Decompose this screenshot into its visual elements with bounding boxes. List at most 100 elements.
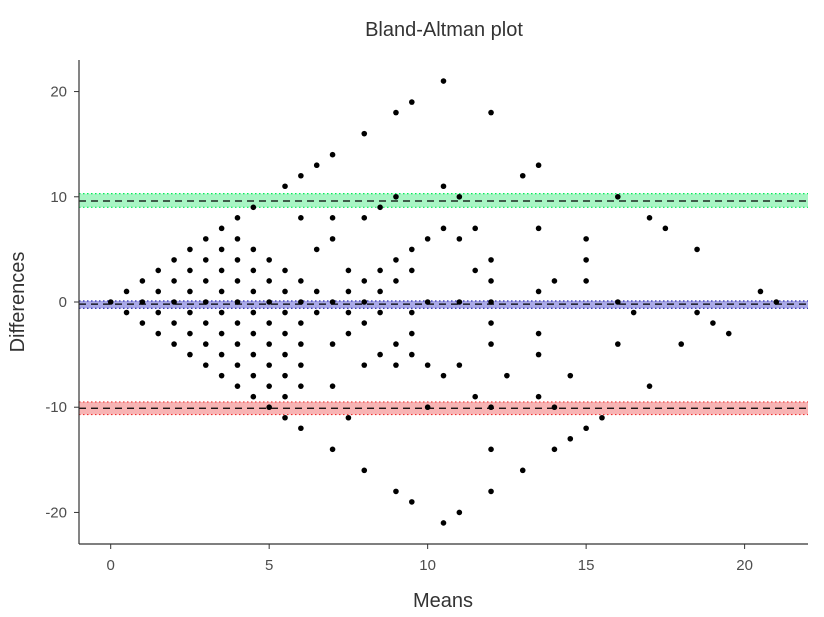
data-point [234, 341, 241, 347]
data-point [282, 351, 288, 358]
data-point [345, 330, 352, 337]
data-point [377, 204, 383, 211]
data-point [266, 404, 272, 411]
data-point [535, 225, 542, 232]
data-point [456, 362, 463, 368]
data-point [139, 278, 146, 284]
data-point [583, 236, 589, 242]
data-point [218, 288, 225, 295]
data-point [266, 341, 272, 347]
data-point [313, 309, 320, 316]
axis-ticks: 0 5 10 15 20 -20 -10 0 10 20 [45, 84, 753, 574]
data-point [329, 215, 336, 221]
data-point [187, 330, 193, 337]
data-point [535, 351, 542, 358]
data-point [298, 425, 304, 432]
data-point [266, 320, 272, 326]
data-point [472, 225, 478, 232]
data-point [678, 341, 685, 347]
data-point [329, 446, 336, 453]
data-point [123, 309, 130, 316]
data-point [535, 162, 542, 169]
data-point [266, 278, 272, 284]
data-point [488, 320, 494, 326]
data-point [282, 288, 288, 295]
data-point [551, 278, 558, 284]
data-point [488, 341, 494, 347]
x-tick-label: 10 [419, 557, 436, 574]
data-point [282, 414, 288, 421]
data-point [440, 520, 447, 526]
data-point [266, 383, 272, 389]
data-point [646, 215, 653, 221]
data-point [345, 288, 352, 295]
data-point [250, 309, 257, 316]
data-point [725, 330, 732, 337]
data-point [218, 225, 225, 232]
data-point [171, 299, 177, 305]
data-point [710, 320, 716, 326]
data-point [519, 172, 526, 179]
data-point [488, 446, 494, 453]
data-point [694, 309, 700, 316]
data-point [266, 299, 272, 305]
data-point [202, 257, 209, 263]
data-point [250, 393, 257, 400]
data-point [155, 267, 162, 274]
data-point [393, 278, 399, 284]
data-point [361, 362, 368, 368]
reference-bands [79, 193, 808, 416]
y-axis-title: Differences [7, 252, 29, 353]
data-point [377, 288, 383, 295]
data-point [345, 414, 352, 421]
data-point [393, 362, 399, 368]
data-point [409, 309, 415, 316]
data-point [504, 372, 510, 379]
data-point [361, 299, 368, 305]
data-point [472, 267, 478, 274]
data-point [409, 499, 415, 505]
data-point [250, 204, 257, 211]
data-point [298, 299, 304, 305]
data-point [424, 236, 431, 242]
data-point [266, 257, 272, 263]
data-point [694, 246, 700, 253]
data-point [615, 193, 621, 200]
data-point [313, 246, 320, 253]
data-point [535, 330, 542, 337]
data-point [250, 351, 257, 358]
data-point [488, 257, 494, 263]
data-point [361, 278, 368, 284]
data-point [218, 372, 225, 379]
data-point [329, 341, 336, 347]
data-point [488, 404, 494, 411]
data-point [171, 341, 177, 347]
data-point [567, 435, 574, 442]
data-point [313, 288, 320, 295]
data-point [361, 130, 368, 137]
data-point [298, 215, 304, 221]
data-point [298, 383, 304, 389]
data-point [202, 299, 209, 305]
x-tick-label: 20 [736, 557, 753, 574]
data-point [250, 246, 257, 253]
data-point [234, 257, 241, 263]
data-point [551, 404, 558, 411]
data-point [409, 246, 415, 253]
data-point [583, 278, 589, 284]
data-point [202, 362, 209, 368]
data-point [440, 372, 447, 379]
data-point [409, 99, 415, 105]
data-point [519, 467, 526, 474]
data-point [456, 193, 463, 200]
data-point [218, 267, 225, 274]
data-point [440, 225, 447, 232]
data-point [171, 278, 177, 284]
data-point [377, 351, 383, 358]
data-point [599, 414, 605, 421]
data-point [329, 299, 336, 305]
data-point [440, 78, 447, 84]
data-point [123, 288, 130, 295]
data-point [567, 372, 574, 379]
data-point [202, 320, 209, 326]
